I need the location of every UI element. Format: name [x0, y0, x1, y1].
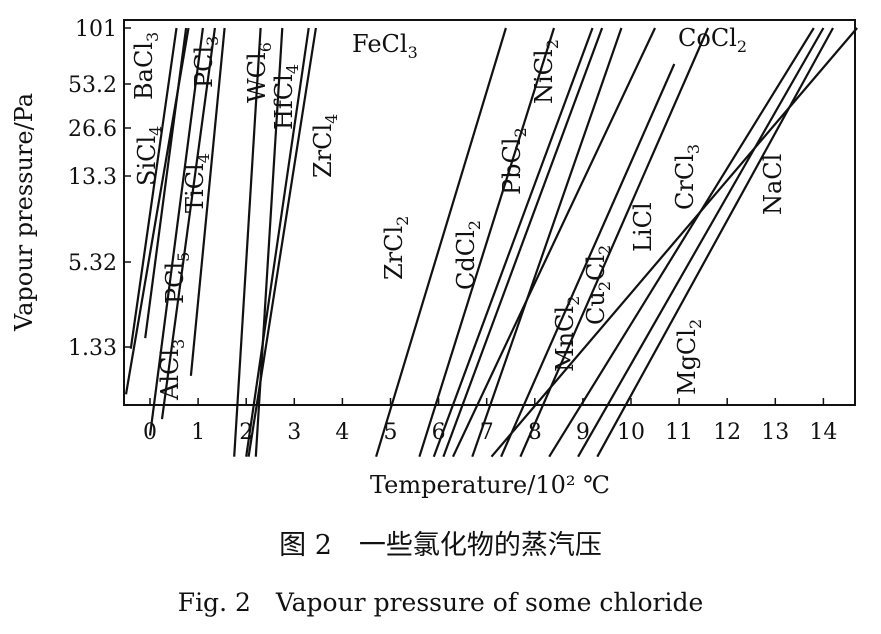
y-axis-label: Vapour pressure/Pa: [10, 93, 38, 332]
label-pcl3: PCl3: [190, 36, 222, 88]
curve-pbcl2: [432, 27, 594, 458]
curve-nicl2: [442, 27, 604, 458]
curve-labels: BaCl3SiCl4AlCl3PCl3PCl5TiCl4WCl6HfCl4ZrC…: [130, 24, 787, 401]
curve-wcl6: [233, 27, 262, 457]
chart: 0 1 2 3 4 5 6 7 8 9 10 11 12 13 14 10153.226.613.35.32…: [10, 17, 858, 499]
y-tick-label: 26.6: [68, 117, 117, 142]
label-crcl3: CrCl3: [671, 144, 703, 210]
x-tick-label: 0: [143, 420, 157, 445]
x-tick-label: 9: [576, 420, 590, 445]
curves-group: [124, 27, 858, 458]
curve-pcl3: [160, 27, 216, 420]
y-tick-label: 13.3: [68, 165, 117, 190]
caption-english: Fig. 2 Vapour pressure of some chloride: [177, 588, 704, 617]
x-tick-label: 12: [713, 420, 741, 445]
label-alcl3: AlCl3: [156, 339, 188, 401]
x-tick-label: 14: [809, 420, 837, 445]
x-tick-label: 13: [761, 420, 789, 445]
x-tick-label: 10: [617, 420, 645, 445]
label-mncl2: MnCl2: [551, 296, 583, 372]
x-tick-label: 2: [239, 420, 253, 445]
curve-ticl4: [189, 27, 226, 376]
curve-crcl3: [471, 27, 623, 458]
label-hfcl4: HfCl4: [270, 64, 302, 130]
label-fecl3: FeCl3: [352, 30, 418, 62]
plot-frame: [123, 19, 856, 406]
label-cdcl2: CdCl2: [452, 220, 484, 290]
label-nicl2: NiCl2: [530, 39, 562, 104]
y-tick-label: 1.33: [68, 336, 117, 361]
label-pbcl2: PbCl2: [498, 127, 530, 195]
y-tick-label: 5.32: [68, 251, 117, 276]
curve-zrcl2: [375, 27, 507, 458]
x-tick-label: 5: [384, 420, 398, 445]
x-tick-label: 1: [191, 420, 205, 445]
x-tick-label: 4: [335, 420, 349, 445]
label-mgcl2: MgCl2: [673, 319, 705, 395]
label-sicl4: SiCl4: [133, 126, 165, 186]
x-tick-label: 8: [528, 420, 542, 445]
curve-mgcl2: [596, 27, 834, 458]
label-ticl4: TiCl4: [181, 153, 213, 213]
x-tick-label: 7: [480, 420, 494, 445]
label-bacl3: BaCl3: [130, 32, 162, 100]
curve-cocl2: [452, 27, 656, 458]
label-cocl2: CoCl2: [678, 24, 747, 56]
label-cu2cl2: Cu2Cl2: [582, 245, 614, 325]
curve-bacl3: [144, 27, 188, 339]
label-licl: LiCl: [629, 202, 657, 252]
curve-nacl: [577, 27, 825, 458]
label-nacl: NaCl: [759, 154, 787, 215]
curve-kcl: [490, 27, 858, 458]
label-wcl6: WCl6: [243, 42, 275, 103]
label-pcl5: PCl5: [161, 252, 193, 304]
y-tick-label: 101: [75, 17, 117, 42]
y-tick-label: 53.2: [68, 73, 117, 98]
curve-cdcl2: [418, 27, 556, 458]
x-tick-label: 3: [287, 420, 301, 445]
caption-chinese: 图 2 一些氯化物的蒸汽压: [279, 530, 602, 561]
x-tick-label: 11: [665, 420, 693, 445]
curve-sicl4: [129, 27, 178, 349]
curve-licl: [548, 27, 815, 458]
curve-mncl2: [500, 63, 676, 458]
label-zrcl4: ZrCl4: [309, 114, 341, 178]
y-ticks: 101 53.2 26.6 13.3 5.32 1.33: [68, 17, 131, 361]
x-ticks: 0 1 2 3 4 5 6 7 8 9 10 11 12 13 14: [143, 398, 837, 445]
curve-zrcl4: [245, 27, 310, 457]
x-tick-label: 6: [432, 420, 446, 445]
label-zrcl2: ZrCl2: [380, 216, 412, 280]
curve-fecl3: [247, 27, 317, 457]
curve-pcl5: [148, 27, 204, 436]
x-axis-label: Temperature/10² ℃: [370, 471, 610, 499]
